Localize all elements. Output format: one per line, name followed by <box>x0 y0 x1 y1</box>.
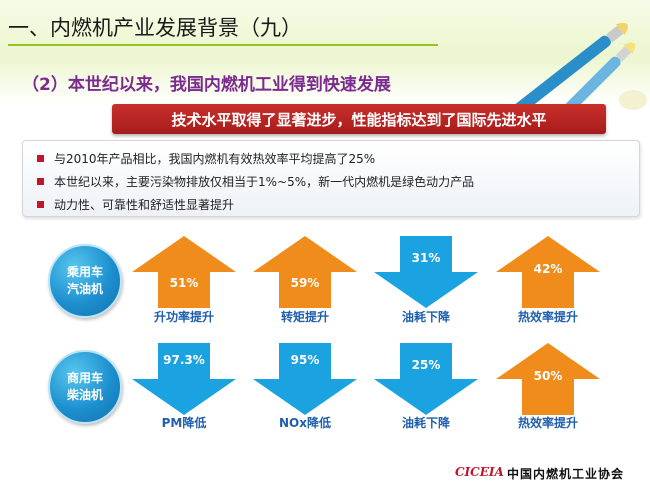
bullet-text: 动力性、可靠性和舒适性显著提升 <box>54 198 235 212</box>
bullet-square-icon <box>37 201 44 208</box>
footer-logo: CICEIA <box>455 465 504 479</box>
list-item: 与2010年产品相比，我国内燃机有效热效率平均提高了25% <box>37 150 375 167</box>
up-arrow: 42% <box>496 236 600 308</box>
up-arrow: 50% <box>496 343 600 415</box>
down-arrow: 31% <box>374 236 478 308</box>
paintbrushes-icon <box>512 22 647 112</box>
row-label-diesel: 商用车 柴油机 <box>48 350 122 424</box>
page-subtitle: （2）本世纪以来，我国内燃机工业得到快速发展 <box>22 75 391 95</box>
arrow-value: 31% <box>411 251 441 265</box>
bullet-list: 与2010年产品相比，我国内燃机有效热效率平均提高了25% 本世纪以来，主要污染… <box>22 140 640 217</box>
arrow-value: 42% <box>533 262 563 276</box>
title-underline <box>8 44 438 46</box>
arrow-value: 59% <box>290 276 320 290</box>
highlight-banner: 技术水平取得了显著进步，性能指标达到了国际先进水平 <box>112 104 606 134</box>
arrow-label: 转矩提升 <box>280 310 329 324</box>
arrow-value: 50% <box>533 369 563 383</box>
up-arrow: 59% <box>253 236 357 308</box>
row-label-line: 柴油机 <box>66 388 103 402</box>
list-item: 动力性、可靠性和舒适性显著提升 <box>37 196 234 213</box>
arrow-label: NOx降低 <box>279 416 331 430</box>
down-arrow: 25% <box>374 343 478 415</box>
bullet-square-icon <box>37 155 44 162</box>
down-arrow: 97.3% <box>132 343 236 415</box>
arrow-label: 油耗下降 <box>401 416 450 430</box>
arrow-label: PM降低 <box>161 416 207 430</box>
up-arrow: 51% <box>132 236 236 308</box>
arrow-label: 热效率提升 <box>517 416 578 430</box>
arrow-value: 51% <box>169 276 199 290</box>
bullet-square-icon <box>37 178 44 185</box>
bullet-text: 本世纪以来，主要污染物排放仅相当于1%~5%，新一代内燃机是绿色动力产品 <box>54 175 475 189</box>
arrow-label: 油耗下降 <box>401 310 450 324</box>
page-title: 一、内燃机产业发展背景（九） <box>8 16 302 40</box>
bullet-text: 与2010年产品相比，我国内燃机有效热效率平均提高了25% <box>54 152 376 166</box>
arrow-value: 95% <box>290 353 320 367</box>
row-label-line: 汽油机 <box>66 282 103 296</box>
row-label-gasoline: 乘用车 汽油机 <box>48 244 122 318</box>
arrow-value: 25% <box>411 358 441 372</box>
list-item: 本世纪以来，主要污染物排放仅相当于1%~5%，新一代内燃机是绿色动力产品 <box>37 173 474 190</box>
footer-organization: 中国内燃机工业协会 <box>507 467 625 481</box>
row-label-line: 商用车 <box>66 371 103 385</box>
arrow-value: 97.3% <box>163 353 205 367</box>
row-label-line: 乘用车 <box>66 265 103 279</box>
arrow-label: 升功率提升 <box>153 310 214 324</box>
arrow-label: 热效率提升 <box>517 310 578 324</box>
down-arrow: 95% <box>253 343 357 415</box>
